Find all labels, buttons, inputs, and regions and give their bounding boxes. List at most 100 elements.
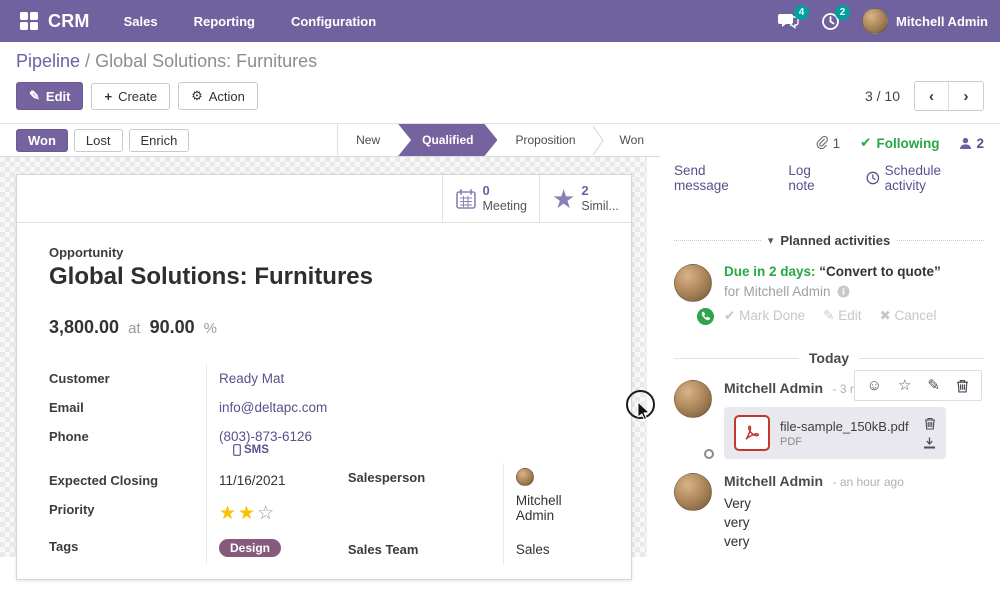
message-avatar: [674, 473, 712, 511]
activity-summary: “Convert to quote”: [819, 264, 941, 279]
page-title: Global Solutions: Furnitures: [95, 51, 318, 71]
message-time: - an hour ago: [832, 475, 904, 489]
mobile-icon: [233, 444, 241, 456]
attachments-button[interactable]: 1: [816, 136, 840, 151]
stage-qualified[interactable]: Qualified: [398, 124, 497, 156]
stage-proposition[interactable]: Proposition: [515, 133, 576, 147]
attachment-card: file-sample_150kB.pdf PDF: [724, 407, 946, 459]
phone-link[interactable]: (803)-873-6126: [219, 429, 313, 444]
pencil-icon: ✎: [29, 88, 40, 103]
download-attachment-icon[interactable]: [923, 437, 936, 449]
today-divider: Today: [674, 350, 985, 366]
planned-activity-item: Due in 2 days: “Convert to quote” for Mi…: [674, 264, 984, 327]
tags-label: Tags: [49, 539, 79, 554]
control-panel: Pipeline / Global Solutions: Furnitures …: [0, 42, 1000, 124]
customer-link[interactable]: Ready Mat: [219, 371, 285, 386]
mouse-cursor: [637, 401, 651, 420]
message-author: Mitchell Admin: [724, 473, 824, 489]
chevron-left-icon: ‹: [929, 87, 934, 105]
expected-revenue-value: 3,800.00: [49, 317, 120, 337]
delete-attachment-icon[interactable]: [924, 417, 936, 430]
stage-won[interactable]: Won: [619, 133, 644, 147]
caret-down-icon[interactable]: ▾: [767, 235, 774, 247]
add-reaction-icon[interactable]: ☺: [866, 377, 882, 394]
activity-assignee: for Mitchell Admin: [724, 284, 831, 299]
click-indicator-ring: [626, 390, 655, 419]
create-button[interactable]: + Create: [91, 82, 171, 110]
schedule-activity-button[interactable]: Schedule activity: [866, 163, 984, 193]
user-name: Mitchell Admin: [896, 13, 988, 29]
nav-item-configuration[interactable]: Configuration: [290, 13, 377, 29]
apps-menu-icon[interactable]: [20, 12, 38, 30]
activity-edit-button[interactable]: ✎ Edit: [823, 308, 862, 323]
expected-closing-label: Expected Closing: [49, 473, 159, 488]
at-label: at: [128, 320, 141, 337]
chatter-panel: 1 ✔ Following 2 Send message Log note Sc…: [660, 124, 1000, 557]
phone-activity-icon: [695, 306, 716, 327]
check-icon: ✔: [860, 135, 872, 150]
app-name[interactable]: CRM: [48, 10, 90, 31]
activity-avatar: [674, 264, 712, 302]
pager-next-button[interactable]: ›: [949, 82, 983, 110]
send-message-button[interactable]: Send message: [674, 163, 729, 193]
enrich-button[interactable]: Enrich: [128, 128, 190, 152]
chevron-right-icon: ›: [963, 87, 969, 105]
form-background: 0 Meeting ★ 2 Simil... Opportunity: [0, 157, 660, 580]
breadcrumb-separator: /: [80, 51, 96, 71]
nav-item-sales[interactable]: Sales: [123, 13, 158, 29]
following-button[interactable]: ✔ Following: [860, 135, 940, 151]
customer-label: Customer: [49, 371, 110, 386]
pager-previous-button[interactable]: ‹: [915, 82, 949, 110]
similar-leads-stat-button[interactable]: ★ 2 Simil...: [539, 175, 631, 222]
top-navbar: CRM Sales Reporting Configuration 4 2 Mi…: [0, 0, 1000, 42]
star-icon: ★: [552, 183, 576, 214]
tag-design[interactable]: Design: [219, 539, 282, 557]
breadcrumb: Pipeline / Global Solutions: Furnitures: [16, 51, 984, 72]
email-link[interactable]: info@deltapc.com: [219, 400, 328, 415]
pager-value: 3 / 10: [864, 88, 900, 104]
breadcrumb-pipeline[interactable]: Pipeline: [16, 51, 81, 71]
edit-button[interactable]: ✎ Edit: [16, 82, 84, 110]
mark-done-button[interactable]: ✔ Mark Done: [724, 308, 806, 323]
star-filled-icon[interactable]: ★: [238, 503, 258, 524]
activity-cancel-button[interactable]: ✖ Cancel: [879, 308, 937, 323]
message-author: Mitchell Admin: [724, 380, 824, 396]
user-menu[interactable]: Mitchell Admin: [862, 8, 988, 34]
log-note-button[interactable]: Log note: [788, 163, 815, 193]
probability-value: 90.00: [149, 317, 195, 337]
mark-lost-button[interactable]: Lost: [73, 128, 123, 152]
meeting-stat-button[interactable]: 0 Meeting: [441, 175, 539, 222]
delete-message-icon[interactable]: [956, 379, 969, 393]
action-button[interactable]: ⚙ Action: [178, 82, 258, 110]
star-filled-icon[interactable]: ★: [219, 503, 239, 524]
stage-new[interactable]: New: [356, 133, 381, 147]
attachment-filename[interactable]: file-sample_150kB.pdf: [780, 418, 909, 434]
expected-closing-value[interactable]: 11/16/2021: [206, 466, 340, 495]
activity-due-text: Due in 2 days:: [724, 264, 816, 279]
followers-button[interactable]: 2: [959, 136, 984, 151]
salesperson-value[interactable]: Mitchell Admin: [515, 468, 599, 523]
vertical-scrollbar[interactable]: [646, 157, 660, 557]
message-item: Mitchell Admin - an hour ago Very very v…: [674, 473, 984, 557]
message-item: Mitchell Admin - 3 minutes ago file-samp…: [674, 370, 984, 459]
sms-button[interactable]: SMS: [233, 444, 269, 456]
stat-button-bar: 0 Meeting ★ 2 Simil...: [17, 175, 631, 223]
activities-icon[interactable]: 2: [821, 4, 851, 31]
salesperson-avatar: [515, 468, 534, 486]
sales-team-link[interactable]: Sales: [515, 542, 550, 557]
stage-pipeline: New Qualified Proposition Won: [337, 124, 660, 156]
info-icon[interactable]: [837, 285, 850, 298]
nav-item-reporting[interactable]: Reporting: [193, 13, 255, 29]
user-avatar: [862, 8, 889, 34]
mark-won-button[interactable]: Won: [16, 128, 68, 152]
edit-message-icon[interactable]: ✎: [927, 377, 940, 394]
star-empty-icon[interactable]: ☆: [257, 503, 277, 524]
message-body: Very very very very very: [724, 496, 752, 557]
sales-team-label: Sales Team: [347, 542, 419, 557]
star-message-icon[interactable]: ☆: [897, 377, 912, 394]
plus-icon: +: [104, 88, 113, 104]
record-type-label: Opportunity: [49, 245, 124, 260]
messages-icon[interactable]: 4: [777, 5, 810, 30]
person-icon: [960, 137, 972, 149]
gear-icon: ⚙: [191, 88, 203, 103]
